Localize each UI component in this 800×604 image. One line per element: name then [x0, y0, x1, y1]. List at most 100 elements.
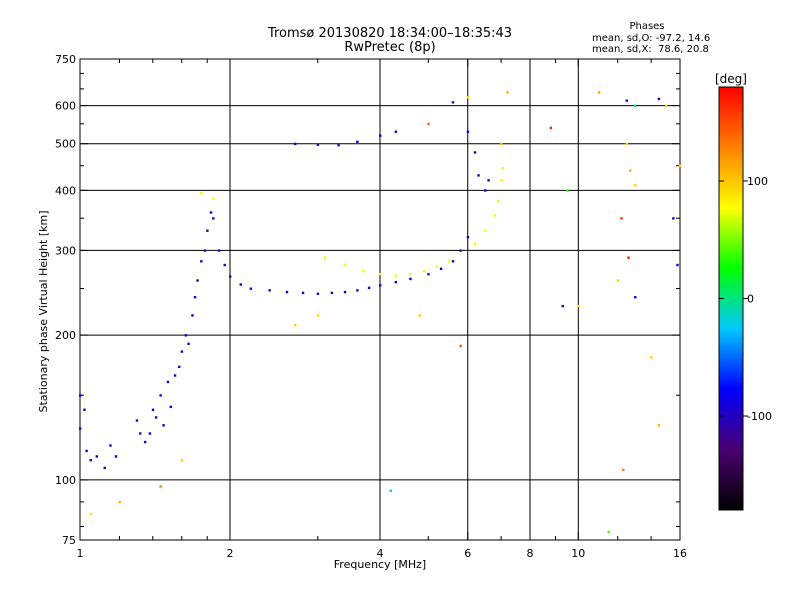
data-point — [79, 427, 82, 430]
data-point — [672, 217, 675, 220]
colorbar-label: [deg] — [715, 72, 747, 86]
data-point — [493, 214, 497, 217]
data-point — [379, 134, 382, 137]
data-point — [577, 304, 580, 308]
data-point — [239, 283, 242, 286]
colorbar-tick-label: 100 — [747, 175, 768, 188]
data-point — [506, 91, 509, 94]
y-tick-label: 200 — [55, 329, 76, 342]
data-point — [323, 256, 327, 259]
data-point — [89, 458, 92, 462]
data-point — [379, 284, 382, 287]
data-point — [169, 405, 173, 409]
data-point — [620, 217, 623, 220]
data-point — [330, 291, 334, 295]
data-point — [79, 394, 82, 397]
y-tick-label: 100 — [55, 474, 76, 487]
data-point — [177, 365, 181, 369]
y-axis-label: Stationary phase Virtual Height [km] — [37, 210, 50, 412]
data-point — [114, 455, 118, 458]
data-point — [209, 211, 213, 214]
data-point — [394, 274, 398, 277]
chart-title: Tromsø 20130820 18:34:00–18:35:43 — [267, 26, 513, 41]
data-point — [549, 126, 553, 130]
data-point — [356, 289, 359, 292]
data-point — [249, 287, 253, 290]
phase-stats-x-mode: mean, sd,X: 78.6, 20.8 — [592, 44, 709, 55]
x-tick-label: 2 — [227, 547, 234, 560]
data-point — [466, 235, 470, 239]
data-point — [466, 96, 470, 99]
data-point — [293, 323, 297, 327]
data-point — [409, 277, 412, 281]
data-point — [435, 265, 439, 268]
data-point — [293, 142, 297, 146]
data-point — [422, 269, 426, 273]
x-tick-label: 6 — [464, 547, 471, 560]
data-point — [343, 263, 347, 267]
data-point — [367, 286, 371, 290]
data-point — [484, 229, 487, 232]
y-tick-label: 400 — [55, 184, 76, 197]
phase-stats-o-mode: mean, sd,O: -97.2, 14.6 — [592, 33, 711, 44]
data-point — [203, 249, 207, 252]
data-point — [148, 432, 152, 435]
data-point — [83, 408, 86, 412]
data-point — [362, 269, 365, 273]
x-tick-label: 10 — [571, 547, 585, 560]
data-point — [95, 455, 99, 458]
data-point — [657, 424, 661, 427]
data-point — [159, 485, 162, 488]
data-point — [496, 200, 500, 203]
data-point — [379, 272, 382, 276]
data-point — [473, 151, 477, 154]
data-point — [459, 344, 462, 348]
y-tick-label: 500 — [55, 138, 76, 151]
x-tick-label: 4 — [377, 547, 384, 560]
data-point — [217, 249, 221, 252]
x-axis-label: Frequency [MHz] — [334, 558, 426, 571]
data-point — [139, 432, 142, 435]
data-point — [154, 416, 158, 419]
y-tick-label: 300 — [55, 244, 76, 257]
data-point — [473, 242, 477, 245]
data-point — [356, 140, 359, 144]
colorbar-tick-label: 0 — [747, 293, 754, 306]
data-point — [184, 334, 188, 337]
x-tick-label: 8 — [527, 547, 534, 560]
data-point — [268, 289, 271, 292]
data-point — [676, 263, 679, 267]
data-point — [466, 130, 470, 133]
data-point — [151, 408, 155, 412]
data-point — [85, 449, 88, 453]
data-point — [484, 189, 487, 192]
chart-subtitle: RwPretec (8p) — [344, 40, 436, 55]
data-point — [629, 169, 632, 172]
data-point — [193, 296, 197, 299]
data-point — [439, 267, 443, 270]
data-point — [187, 342, 190, 346]
data-point — [200, 191, 203, 195]
plot-frame — [79, 58, 681, 541]
data-point — [135, 419, 139, 422]
data-point — [89, 512, 92, 516]
data-point — [665, 104, 668, 108]
y-tick-label: 750 — [55, 53, 76, 66]
data-point — [109, 444, 112, 447]
colorbar-tick-label: -100 — [747, 410, 772, 423]
data-point — [343, 290, 347, 294]
data-point — [634, 104, 637, 108]
data-point — [634, 184, 637, 187]
data-point — [634, 296, 637, 299]
data-point — [103, 466, 106, 470]
data-point — [223, 263, 226, 267]
data-point — [625, 142, 628, 146]
phase-stats-heading: Phases — [629, 21, 665, 32]
y-tick-label: 75 — [62, 534, 76, 547]
data-point — [459, 249, 462, 252]
data-point — [316, 143, 320, 146]
data-point — [418, 314, 421, 317]
data-point — [162, 424, 165, 427]
data-point — [337, 143, 340, 147]
